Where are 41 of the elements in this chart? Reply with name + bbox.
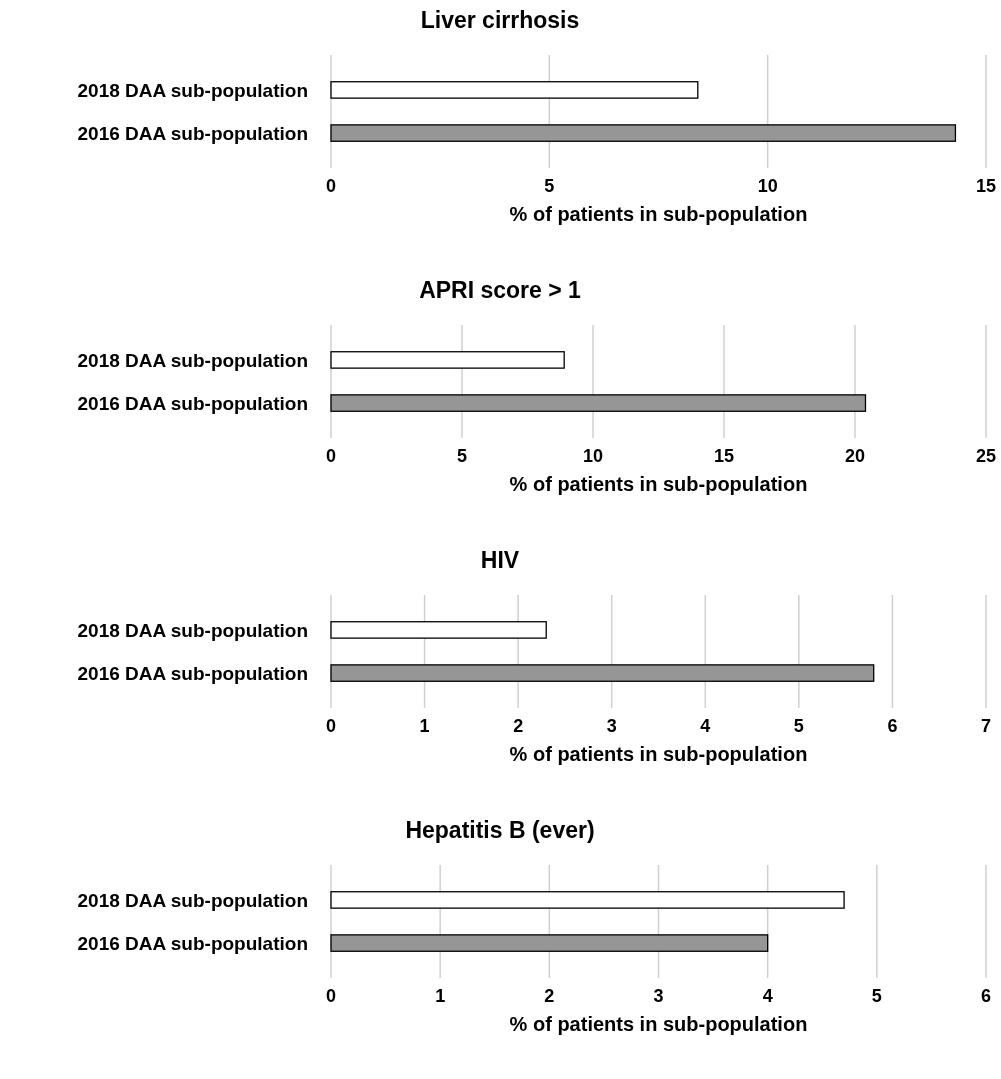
x-tick-label: 15: [713, 446, 735, 467]
x-tick-label: 0: [325, 986, 337, 1007]
x-tick-label: 3: [606, 716, 617, 737]
x-tick-label: 10: [757, 176, 778, 197]
x-tick-label: 5: [544, 176, 555, 197]
x-tick-label: 6: [887, 716, 898, 737]
x-axis-title: % of patients in sub-population: [509, 203, 808, 225]
y-tick-label: 2016 DAA sub-population: [77, 662, 308, 684]
x-tick-label: 2: [513, 716, 524, 737]
chart-title: Hepatitis B (ever): [405, 817, 595, 843]
x-tick-label: 5: [793, 716, 804, 737]
y-tick-label: 2018 DAA sub-population: [77, 889, 308, 911]
x-tick-label: 0: [325, 176, 337, 197]
x-tick-label: 0: [325, 716, 337, 737]
y-tick-label: 2016 DAA sub-population: [77, 932, 308, 954]
x-axis-title: % of patients in sub-population: [509, 1013, 808, 1035]
chart-title: Liver cirrhosis: [420, 7, 580, 33]
x-tick-label: 20: [844, 446, 866, 467]
x-tick-label: 1: [435, 986, 446, 1007]
x-tick-label: 2: [544, 986, 555, 1007]
x-tick-label: 4: [700, 716, 711, 737]
x-tick-label: 5: [456, 446, 468, 467]
y-tick-label: 2018 DAA sub-population: [77, 619, 308, 641]
y-tick-label: 2018 DAA sub-population: [77, 349, 308, 371]
x-tick-label: 15: [975, 176, 997, 197]
y-tick-label: 2016 DAA sub-population: [77, 122, 308, 144]
x-tick-label: 3: [653, 986, 664, 1007]
x-tick-label: 1: [419, 716, 430, 737]
x-axis-title: % of patients in sub-population: [509, 743, 808, 765]
chart-title: HIV: [480, 547, 520, 573]
x-tick-label: 6: [980, 986, 992, 1007]
x-tick-label: 5: [871, 986, 882, 1007]
x-tick-label: 0: [325, 446, 337, 467]
x-tick-label: 10: [582, 446, 604, 467]
chart-title: APRI score > 1: [419, 277, 582, 303]
y-tick-label: 2018 DAA sub-population: [77, 79, 308, 101]
x-tick-label: 4: [762, 986, 773, 1007]
x-tick-label: 7: [980, 716, 992, 737]
y-tick-label: 2016 DAA sub-population: [77, 392, 308, 414]
x-tick-label: 25: [975, 446, 997, 467]
x-axis-title: % of patients in sub-population: [509, 473, 808, 495]
